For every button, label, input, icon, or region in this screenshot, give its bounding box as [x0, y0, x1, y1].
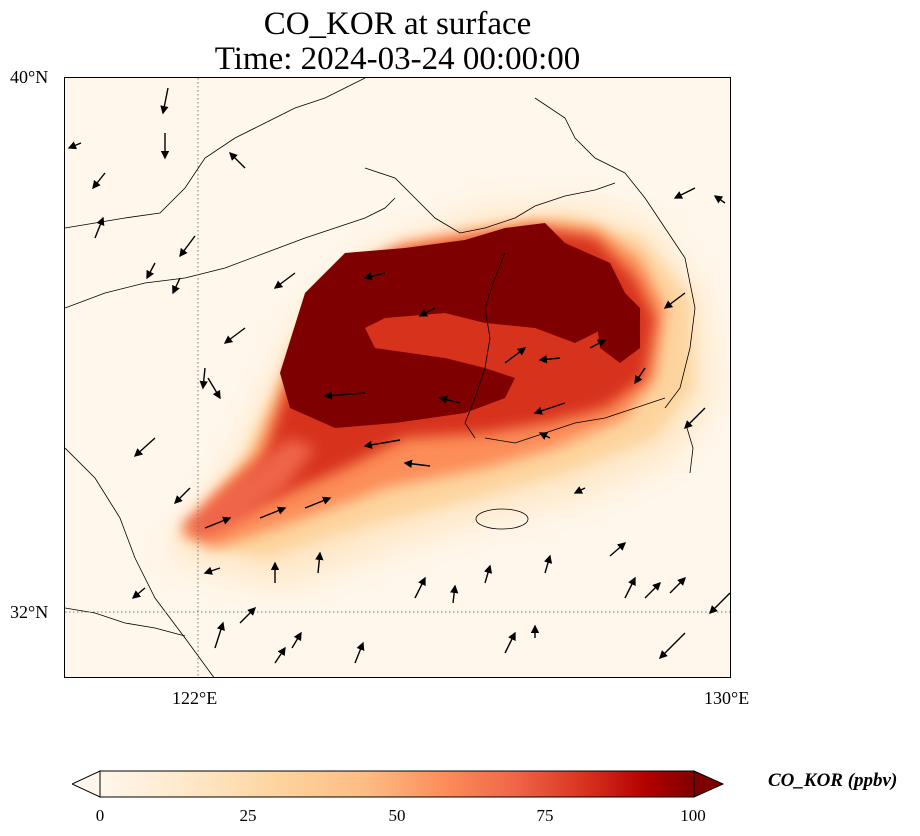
lat-label-40n: 40°N [10, 67, 49, 87]
wind-arrow [354, 641, 365, 664]
colorbar-tick-100: 100 [680, 806, 706, 825]
wind-arrow [684, 407, 706, 429]
colorbar-label: CO_KOR (ppbv) [768, 770, 898, 791]
co-concentration-field [165, 203, 715, 588]
china-coast-north [65, 78, 366, 229]
wind-arrow [573, 486, 586, 494]
wind-arrow [203, 566, 221, 575]
wind-arrow [172, 277, 181, 295]
wind-arrow [273, 272, 296, 289]
wind-arrow [543, 554, 553, 574]
wind-arrow [174, 487, 191, 504]
liaodong-coast [364, 167, 616, 234]
map-panel [64, 77, 731, 678]
wind-arrow [609, 542, 627, 557]
wind-arrow [131, 587, 146, 599]
wind-arrow [146, 262, 156, 280]
wind-arrow [414, 576, 426, 599]
lon-label-130e: 130°E [704, 688, 750, 708]
wind-arrow [504, 347, 527, 364]
concentration-map [65, 78, 730, 677]
jeju-island [475, 508, 529, 530]
colorbar-extend-max [693, 770, 724, 798]
tsushima [686, 427, 694, 474]
wind-arrow [94, 216, 105, 239]
wind-arrow [418, 307, 436, 317]
gridlines [65, 78, 730, 677]
wind-arrow [538, 355, 561, 364]
wind-arrow [624, 576, 636, 599]
wind-arrow [304, 496, 332, 509]
wind-arrow [199, 367, 208, 390]
map-time-subtitle: Time: 2024-03-24 00:00:00 [214, 41, 581, 77]
wind-arrow [663, 292, 686, 309]
wind-arrow [291, 631, 302, 649]
wind-arrow [223, 327, 246, 344]
wind-arrow [67, 141, 82, 150]
lon-label-122e: 122°E [172, 688, 218, 708]
wind-arrow [533, 402, 566, 415]
colorbar [72, 770, 724, 798]
wind-arrow [438, 395, 461, 404]
wind-arrow [634, 367, 646, 385]
north-korea-coast [534, 97, 626, 174]
wind-arrow [204, 516, 232, 529]
wind-arrow [274, 646, 286, 664]
wind-arrow [207, 377, 221, 400]
wind-arrow [315, 551, 324, 574]
wind-arrow [363, 272, 386, 281]
colorbar-gradient [99, 770, 695, 798]
shandong-peninsula [65, 197, 396, 309]
yangtze-estuary [65, 607, 186, 637]
wind-arrow [133, 437, 156, 457]
wind-arrow [644, 582, 661, 599]
wind-arrow [259, 506, 287, 519]
plume-tail [180, 438, 315, 538]
wind-arrow [589, 339, 607, 349]
plume-core-east [595, 293, 640, 363]
korea-south-coast [484, 397, 666, 444]
wind-vectors [67, 87, 730, 664]
map-title: CO_KOR at surface [263, 6, 532, 42]
wind-arrow [709, 592, 730, 614]
wind-arrow [229, 152, 246, 169]
colorbar-extend-min [72, 770, 101, 798]
wind-arrow [92, 172, 106, 190]
lat-label-32n: 32°N [10, 602, 49, 622]
colorbar-tick-75: 75 [536, 806, 554, 825]
wind-arrow [538, 432, 551, 440]
wind-arrow [363, 439, 401, 449]
wind-arrow [323, 391, 366, 400]
wind-arrow [239, 607, 256, 624]
korea-west-coast [464, 252, 506, 439]
wind-arrow [669, 577, 686, 594]
wind-arrow [403, 459, 431, 469]
colorbar-tick-50: 50 [388, 806, 406, 825]
wind-arrow [483, 564, 493, 584]
wind-arrow [450, 584, 459, 604]
colorbar-tick-25: 25 [239, 806, 257, 825]
wind-arrow [713, 195, 726, 204]
wind-arrow [160, 87, 169, 115]
wind-arrow [179, 235, 196, 258]
wind-arrow [673, 187, 696, 199]
china-coast-south [65, 447, 215, 677]
wind-arrow [504, 631, 516, 654]
korea-east-coast [624, 172, 696, 409]
coastlines [65, 78, 696, 677]
wind-arrow [214, 621, 225, 649]
colorbar-tick-0: 0 [95, 806, 105, 825]
wind-arrow [659, 632, 686, 659]
